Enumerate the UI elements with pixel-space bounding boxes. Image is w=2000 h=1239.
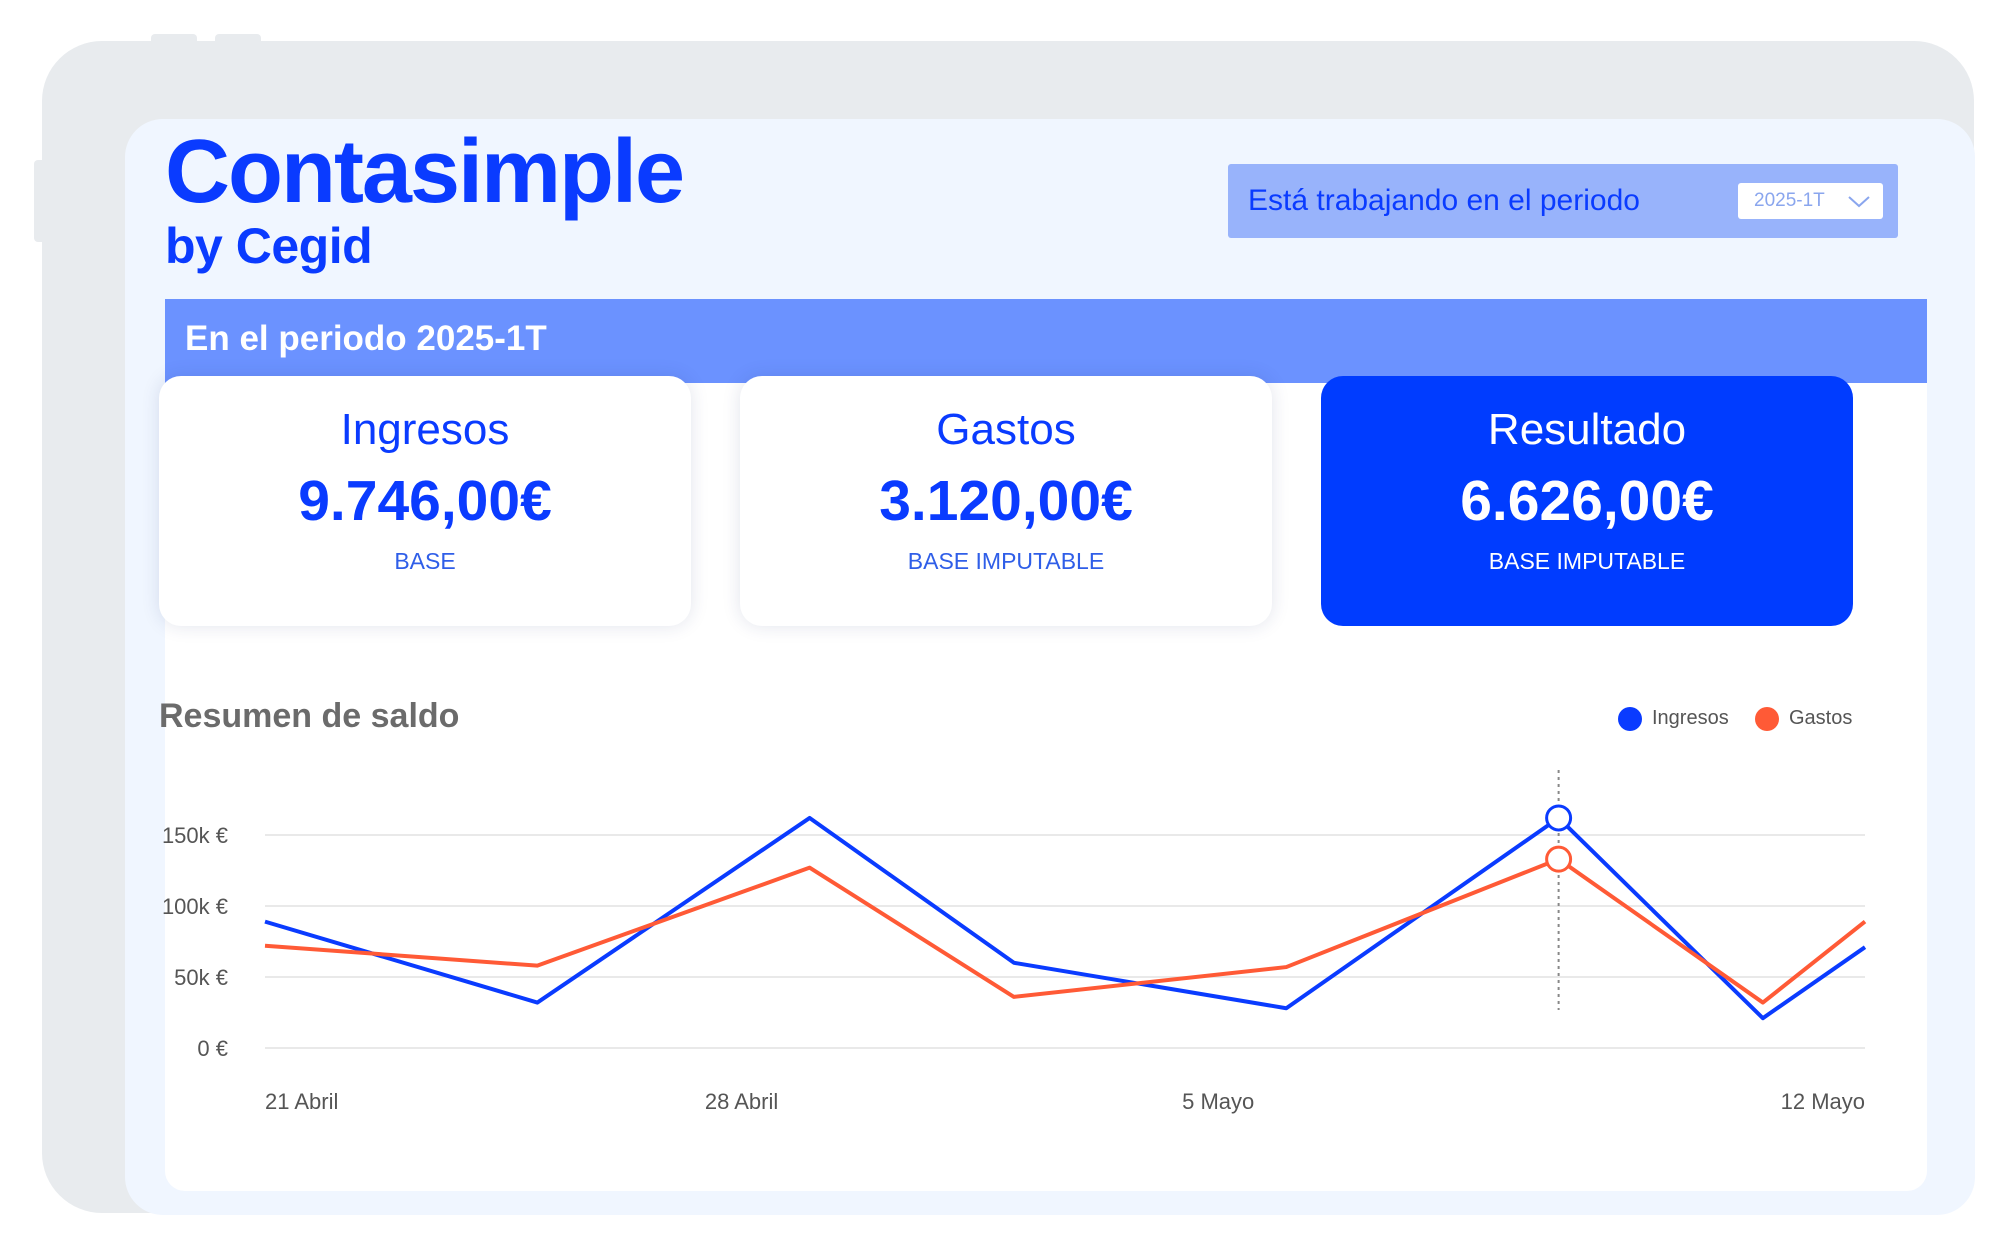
- data-point-gastos[interactable]: [1759, 999, 1767, 1007]
- period-selector-label: Está trabajando en el periodo: [1248, 184, 1640, 217]
- income-card-title: Ingresos: [340, 405, 510, 454]
- expenses-card-subtitle: BASE IMPUTABLE: [907, 548, 1105, 574]
- result-card-value: 6.626,00€: [1460, 469, 1714, 533]
- highlight-point-ingresos[interactable]: [1545, 804, 1573, 832]
- expenses-card-value: 3.120,00€: [879, 469, 1133, 533]
- legend-label-gastos: Gastos: [1789, 707, 1853, 729]
- y-tick-label: 100k €: [162, 894, 228, 919]
- data-point-gastos[interactable]: [1282, 963, 1290, 971]
- data-point-ingresos[interactable]: [806, 814, 814, 822]
- period-dropdown-value: 2025-1T: [1754, 190, 1825, 211]
- y-tick-label: 50k €: [174, 965, 228, 990]
- result-card-subtitle: BASE IMPUTABLE: [1488, 548, 1686, 574]
- series-line-ingresos: [264, 815, 1867, 1021]
- chart-title: Resumen de saldo: [159, 697, 460, 735]
- x-tick-label: 21 Abril: [265, 1089, 338, 1114]
- expenses-card-title: Gastos: [936, 405, 1076, 454]
- result-card: Resultado 6.626,00€ BASE IMPUTABLE: [1321, 376, 1853, 626]
- data-point-ingresos[interactable]: [1010, 959, 1018, 967]
- chevron-down-icon: [1848, 196, 1870, 208]
- tablet-frame: Contasimple by Cegid Está trabajando en …: [42, 41, 1975, 1215]
- highlight-point-gastos[interactable]: [1545, 845, 1573, 873]
- period-banner: En el periodo 2025-1T: [165, 299, 1927, 383]
- brand-name: Contasimple: [165, 122, 685, 222]
- data-point-ingresos[interactable]: [1282, 1004, 1290, 1012]
- period-dropdown[interactable]: 2025-1T: [1738, 183, 1883, 219]
- x-tick-label: 12 Mayo: [1781, 1089, 1865, 1114]
- data-point-gastos[interactable]: [533, 962, 541, 970]
- income-card-subtitle: BASE: [394, 548, 456, 574]
- data-point-gastos[interactable]: [1861, 918, 1869, 926]
- data-point-gastos[interactable]: [261, 942, 269, 950]
- data-point-ingresos[interactable]: [1759, 1014, 1767, 1022]
- income-card-value: 9.746,00€: [298, 469, 552, 533]
- series-line-gastos: [264, 857, 1867, 1005]
- x-tick-label: 5 Mayo: [1182, 1089, 1254, 1114]
- data-point-ingresos[interactable]: [1861, 943, 1869, 951]
- period-banner-title: En el periodo 2025-1T: [185, 319, 547, 358]
- data-point-gastos[interactable]: [806, 864, 814, 872]
- legend-label-ingresos: Ingresos: [1652, 707, 1729, 729]
- expenses-card: Gastos 3.120,00€ BASE IMPUTABLE: [740, 376, 1272, 626]
- result-card-title: Resultado: [1487, 405, 1687, 454]
- brand-logo: Contasimple by Cegid: [165, 122, 685, 274]
- data-point-ingresos[interactable]: [261, 918, 269, 926]
- data-point-gastos[interactable]: [1010, 993, 1018, 1001]
- y-tick-label: 0 €: [197, 1036, 228, 1061]
- legend-dot-ingresos: [1618, 707, 1642, 731]
- data-point-ingresos[interactable]: [533, 999, 541, 1007]
- legend-dot-gastos: [1755, 707, 1779, 731]
- brand-subtitle: by Cegid: [165, 218, 373, 274]
- x-tick-label: 28 Abril: [705, 1089, 778, 1114]
- period-selector: Está trabajando en el periodo 2025-1T: [1228, 164, 1898, 238]
- y-tick-label: 150k €: [162, 823, 228, 848]
- income-card: Ingresos 9.746,00€ BASE: [159, 376, 691, 626]
